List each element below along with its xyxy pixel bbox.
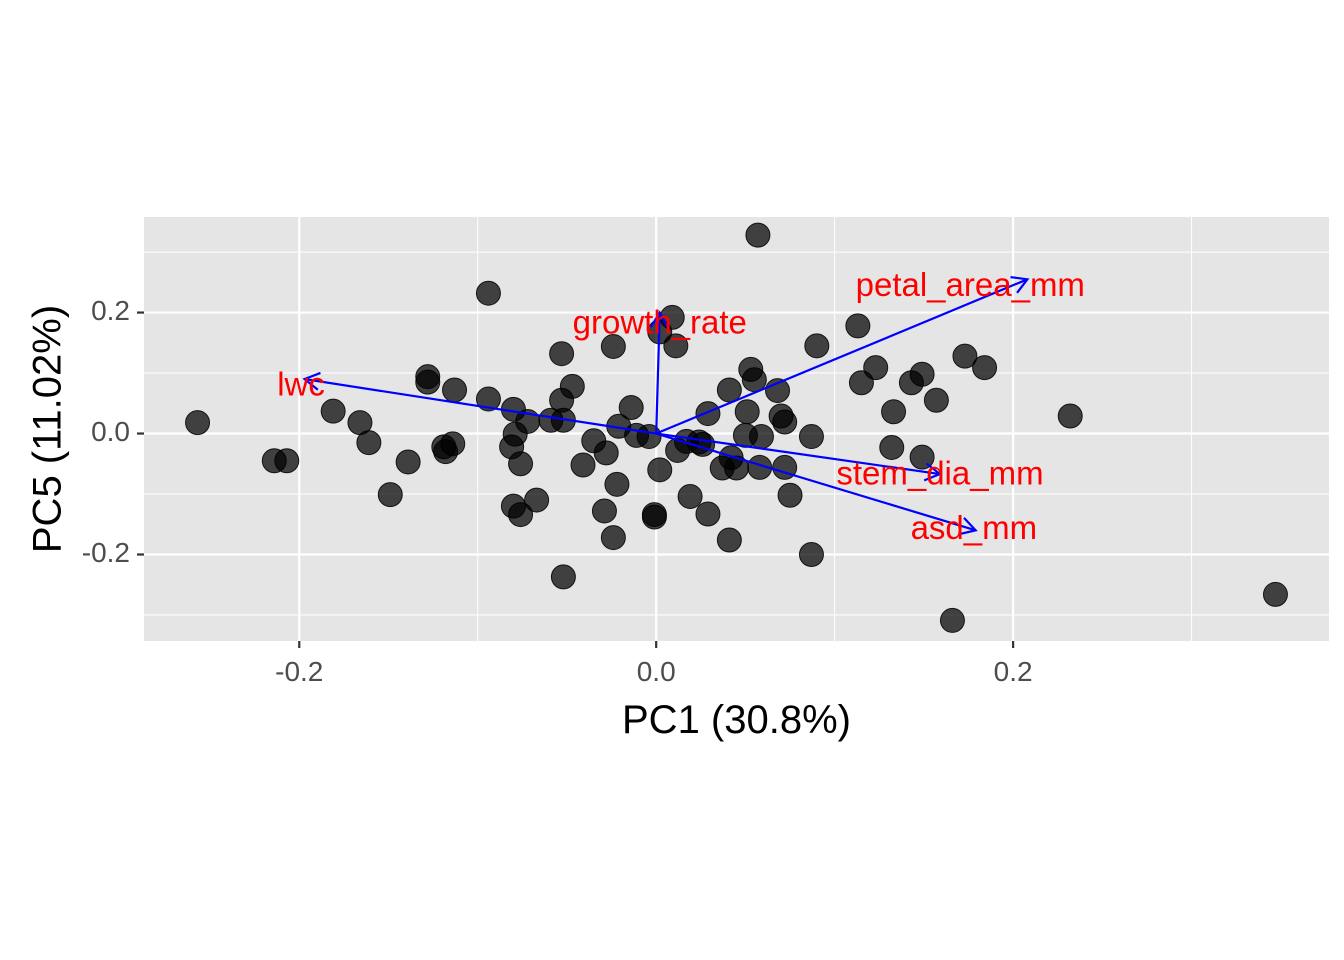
data-point: [909, 361, 935, 387]
data-point: [395, 449, 421, 475]
data-point: [524, 487, 550, 513]
arrowhead-stem_dia_mm: [923, 462, 943, 482]
data-point: [356, 430, 382, 456]
data-point: [1262, 581, 1288, 607]
data-point: [804, 333, 830, 359]
data-point: [600, 525, 626, 551]
data-point: [274, 448, 300, 474]
y-tick-label: 0.2: [91, 295, 130, 326]
data-point: [798, 424, 824, 450]
data-point: [716, 527, 742, 553]
data-point: [972, 355, 998, 381]
loading-arrow-lwc: [304, 378, 657, 435]
arrowhead-lwc: [302, 371, 321, 391]
data-point: [952, 343, 978, 369]
data-point: [695, 501, 721, 527]
data-point: [570, 452, 596, 478]
data-point: [695, 401, 721, 427]
data-point: [549, 341, 575, 367]
loading-label-stem_dia_mm: stem_dia_mm: [836, 455, 1043, 492]
loading-arrow-petal_area_mm: [655, 278, 1028, 435]
data-point: [734, 399, 760, 425]
data-point: [415, 369, 441, 395]
data-point: [600, 333, 626, 359]
loading-arrows-layer: [302, 276, 1030, 536]
loading-label-asd_mm: asd_mm: [911, 509, 1038, 546]
points-layer: [185, 222, 1288, 633]
data-point: [745, 222, 771, 248]
data-point: [716, 377, 742, 403]
y-axis: -0.2 0.0 0.2: [82, 295, 144, 568]
loading-arrow-growth_rate: [655, 312, 661, 434]
data-point: [604, 471, 630, 497]
y-tick-label: 0.0: [91, 416, 130, 447]
data-point: [618, 395, 644, 421]
data-point: [475, 280, 501, 306]
data-point: [550, 564, 576, 590]
x-tick-label: -0.2: [275, 656, 323, 687]
loading-label-petal_area_mm: petal_area_mm: [856, 266, 1085, 303]
data-point: [777, 482, 803, 508]
arrowhead-asd_mm: [958, 517, 978, 536]
data-point: [442, 377, 468, 403]
loading-arrow-stem_dia_mm: [656, 432, 941, 476]
data-point: [881, 399, 907, 425]
data-point: [593, 440, 619, 466]
data-point: [748, 424, 774, 450]
data-point: [508, 502, 534, 528]
data-point: [641, 504, 667, 530]
data-point: [677, 483, 703, 509]
arrowhead-growth_rate: [649, 310, 669, 329]
y-axis-title: PC5 (11.02%): [26, 305, 70, 553]
grid-major: [144, 217, 1329, 641]
data-point: [475, 386, 501, 412]
data-point: [440, 431, 466, 457]
data-point: [508, 451, 534, 477]
y-tick-label: -0.2: [82, 537, 130, 568]
grid-minor: [144, 217, 1329, 641]
x-tick-label: 0.0: [637, 656, 676, 687]
data-point: [863, 355, 889, 381]
data-point: [647, 457, 673, 483]
loading-arrow-asd_mm: [655, 432, 976, 532]
loading-label-growth_rate: growth_rate: [573, 303, 747, 340]
data-point: [909, 444, 935, 470]
loading-label-lwc: lwc: [277, 366, 325, 403]
data-point: [1057, 403, 1083, 429]
arrowhead-petal_area_mm: [1010, 276, 1030, 294]
data-point: [377, 482, 403, 508]
data-point: [939, 607, 965, 633]
x-axis: -0.2 0.0 0.2: [275, 641, 1033, 687]
data-point: [185, 410, 211, 436]
data-point: [772, 409, 798, 435]
x-tick-label: 0.2: [994, 656, 1033, 687]
data-point: [879, 434, 905, 460]
data-point: [663, 333, 689, 359]
data-point: [798, 542, 824, 568]
data-point: [320, 398, 346, 424]
data-point: [845, 313, 871, 339]
data-point: [591, 498, 617, 524]
data-point: [559, 373, 585, 399]
x-axis-title: PC1 (30.8%): [622, 698, 851, 742]
data-point: [636, 424, 662, 450]
data-point: [923, 387, 949, 413]
